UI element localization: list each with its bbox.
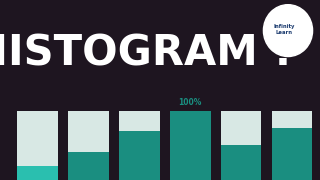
Text: 50%: 50% [232,146,250,155]
Text: 20%: 20% [28,166,47,176]
Bar [221,111,261,180]
Circle shape [263,5,313,57]
Bar [17,111,58,180]
Text: Infinity
Learn: Infinity Learn [273,24,295,35]
Bar [119,111,160,180]
Text: 100%: 100% [179,98,202,107]
Text: 70%: 70% [130,132,148,141]
Text: HISTOGRAM ?: HISTOGRAM ? [0,33,296,75]
Bar [17,166,58,180]
Bar [221,145,261,180]
Bar [68,111,109,180]
Text: 75%: 75% [283,128,301,137]
Bar [272,128,312,180]
Bar [170,111,211,180]
Bar [272,111,312,180]
Text: 40%: 40% [79,153,98,162]
Bar [119,131,160,180]
Bar [170,111,211,180]
Bar [68,152,109,180]
